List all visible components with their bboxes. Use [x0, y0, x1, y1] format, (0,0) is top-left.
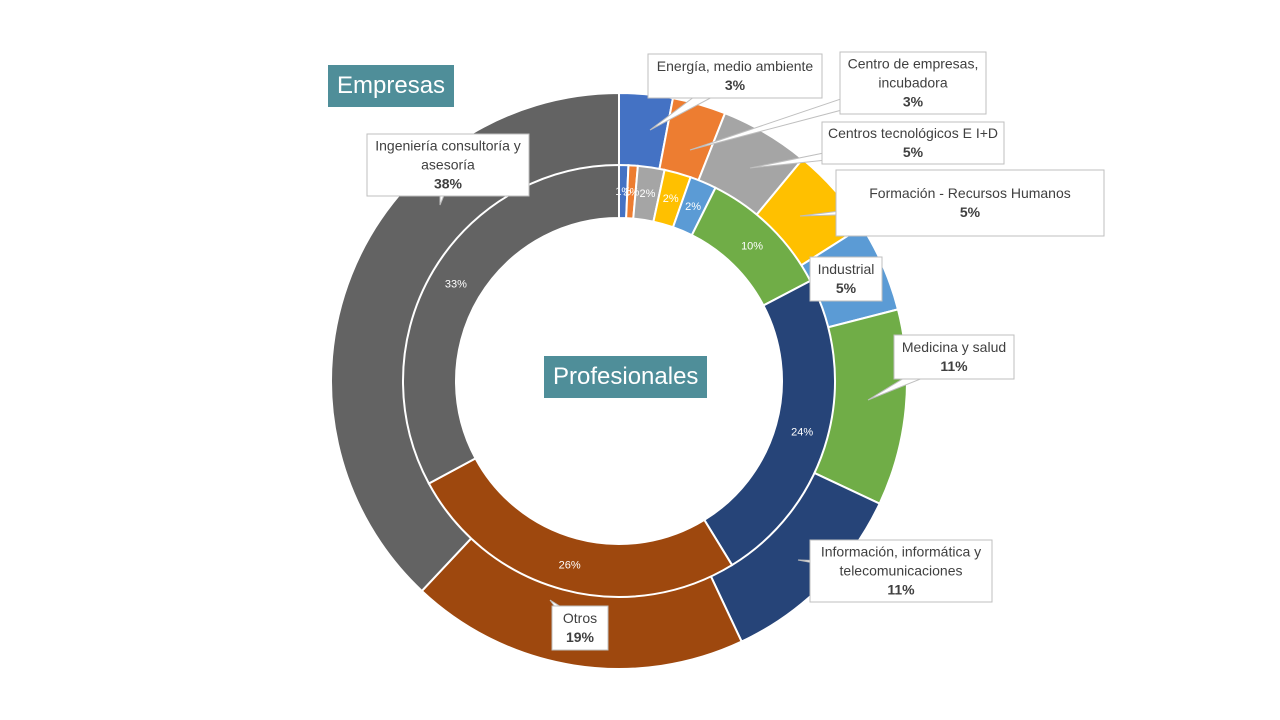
callout-value: 5%: [836, 280, 857, 296]
callout-category: Energía, medio ambiente: [657, 58, 814, 74]
callout-box-fill: [895, 336, 1013, 378]
callout-category: Ingeniería consultoría y: [375, 138, 521, 154]
profesionales-label-energia-medio-ambiente: 1%: [615, 186, 631, 198]
callout-formacion-recursos-humanos: Formación - Recursos Humanos 5%: [799, 169, 1105, 237]
profesionales-label-medicina-y-salud: 10%: [741, 240, 763, 252]
callout-category: Otros: [563, 610, 597, 626]
callout-value: 5%: [960, 204, 981, 220]
callout-energia-medio-ambiente: Energía, medio ambiente 3%: [647, 53, 823, 131]
callout-value: 3%: [725, 77, 746, 93]
profesionales-label-centros-tecnologicos-e-i-d: 2%: [639, 188, 655, 200]
callout-centros-tecnologicos-e-i-d: Centros tecnológicos E I+D 5%: [749, 121, 1005, 169]
profesionales-label-formacion-recursos-humanos: 2%: [663, 193, 679, 205]
callout-value: 38%: [434, 176, 463, 192]
callout-value: 11%: [887, 582, 915, 598]
callout-box-fill: [837, 171, 1103, 235]
callout-category: asesoría: [421, 157, 475, 173]
callout-category: Industrial: [818, 261, 875, 277]
callout-category: Información, informática y: [821, 544, 981, 560]
inner-ring-profesionales: [402, 163, 836, 598]
callout-industrial: Industrial 5%: [809, 256, 883, 302]
callout-value: 5%: [903, 144, 924, 160]
inner-ring-tag: Profesionales: [544, 356, 708, 398]
callout-box-fill: [841, 53, 985, 113]
profesionales-label-informacion-informatica-y-telecomunicaciones: 24%: [791, 427, 813, 439]
callout-box-fill: [811, 258, 881, 300]
callout-medicina-y-salud: Medicina y salud 11%: [867, 334, 1015, 401]
callout-box-fill: [553, 607, 607, 649]
outer-ring-empresas: [330, 91, 908, 670]
profesionales-label-industrial: 2%: [685, 201, 701, 213]
callout-category: incubadora: [878, 75, 947, 91]
callout-ingenieria-consultoria-y-asesoria: Ingeniería consultoría y asesoría 38%: [366, 133, 530, 206]
profesionales-slice-ingenieria-consultoria-y-asesoria: [402, 163, 620, 485]
callout-value: 11%: [940, 358, 968, 374]
callout-box-fill: [811, 541, 991, 601]
callout-category: Centros tecnológicos E I+D: [828, 125, 998, 141]
callout-box-fill: [823, 123, 1003, 163]
callout-box-fill: [649, 55, 821, 97]
profesionales-label-centro-de-empresas-incubadora: 1%: [624, 186, 640, 198]
callout-category: Formación - Recursos Humanos: [869, 185, 1071, 201]
callout-value: 3%: [903, 94, 924, 110]
profesionales-label-ingenieria-consultoria-y-asesoria: 33%: [445, 279, 467, 291]
inner-ring-labels: 1%1% 2% 2%2%10%24%26%33%: [445, 186, 814, 571]
callout-category: Medicina y salud: [902, 339, 1006, 355]
callout-box-fill: [368, 135, 528, 195]
callout-value: 19%: [566, 629, 595, 645]
outer-ring-tag: Empresas: [328, 65, 455, 107]
callout-otros: Otros 19%: [549, 599, 609, 651]
callout-category: Centro de empresas,: [848, 56, 979, 72]
profesionales-label-otros: 26%: [559, 559, 581, 571]
callout-informacion-informatica-y-telecomunicaciones: Información, informática y telecomunicaci…: [797, 539, 993, 603]
callout-category: telecomunicaciones: [840, 563, 963, 579]
callout-centro-de-empresas-incubadora: Centro de empresas, incubadora 3%: [689, 51, 987, 151]
